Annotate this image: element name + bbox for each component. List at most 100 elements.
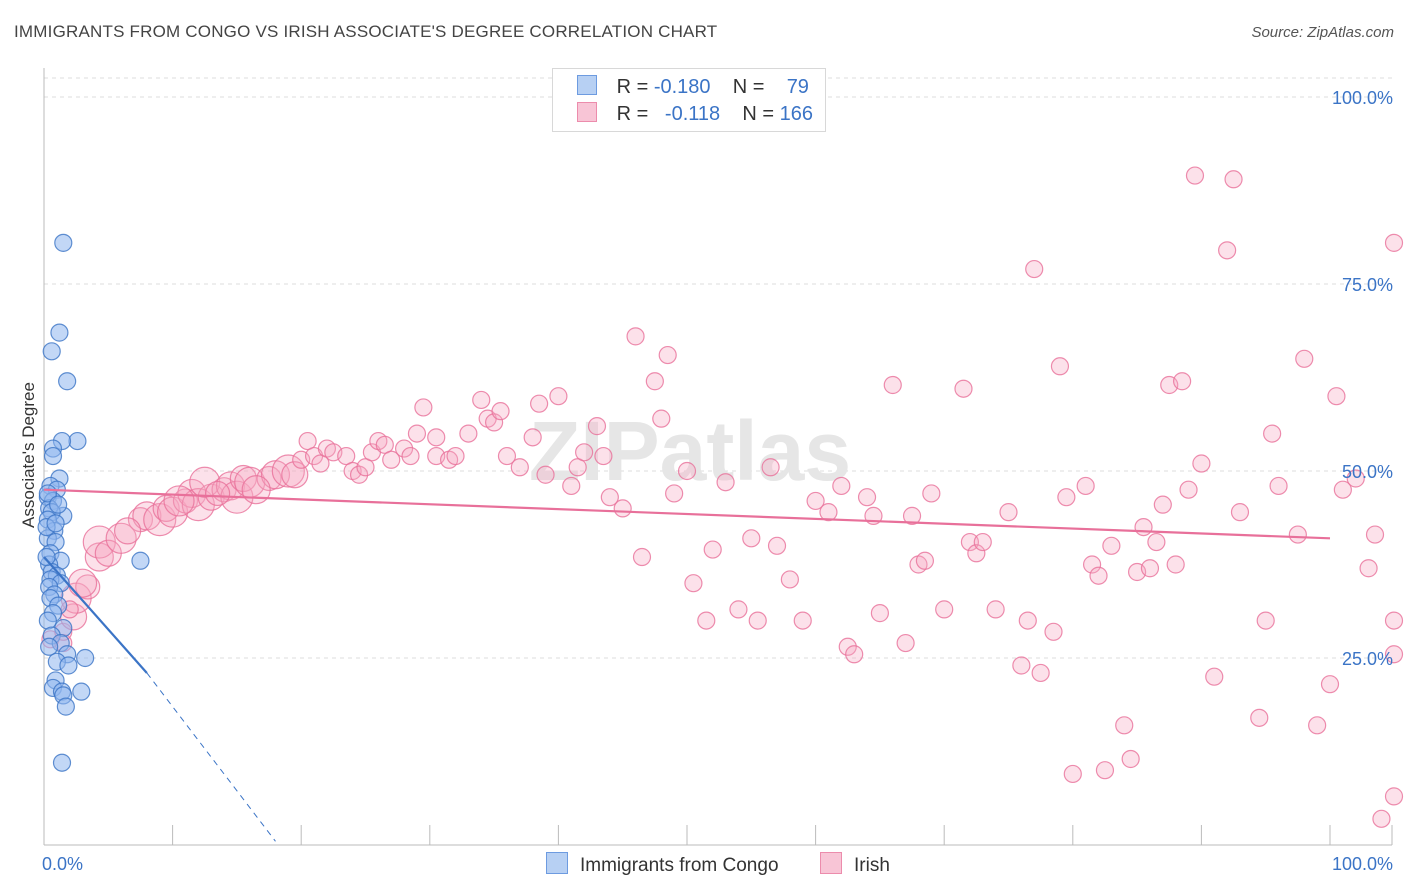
irish-point — [613, 499, 632, 518]
irish-point — [414, 398, 433, 417]
irish-point — [536, 465, 555, 484]
congo-point — [54, 233, 73, 252]
irish-point — [401, 446, 420, 466]
irish-point — [407, 424, 427, 443]
irish-point — [568, 458, 587, 477]
irish-point — [986, 600, 1005, 619]
tick-labels: 25.0% 50.0% 75.0% 100.0% 0.0% 100.0% — [42, 88, 1393, 874]
irish-point — [75, 574, 101, 600]
irish-point — [1102, 536, 1121, 555]
irish-point — [1269, 476, 1288, 496]
irish-point — [1346, 469, 1365, 488]
irish-point — [832, 476, 851, 496]
series-legend: Immigrants from Congo Irish — [0, 852, 1406, 878]
irish-point — [1173, 372, 1192, 391]
irish-point — [256, 465, 282, 492]
irish-point — [1288, 525, 1307, 544]
irish-point — [594, 446, 613, 466]
irish-point — [729, 600, 748, 619]
irish-point — [1295, 349, 1314, 368]
irish-point — [954, 379, 973, 398]
irish-point — [1147, 532, 1166, 552]
irish-point — [1185, 166, 1205, 185]
irish-point — [1134, 517, 1153, 537]
irish-point — [838, 637, 857, 656]
irish-point — [349, 465, 369, 484]
irish-point — [587, 417, 607, 436]
irish-point — [1224, 170, 1243, 189]
irish-point — [1365, 525, 1385, 544]
irish-point — [1018, 611, 1037, 630]
irish-point — [394, 439, 414, 458]
legend-label: Irish — [854, 855, 890, 876]
irish-point — [793, 611, 812, 630]
irish-point — [485, 413, 504, 432]
source-credit: Source: ZipAtlas.com — [1251, 24, 1394, 41]
irish-point — [271, 454, 305, 488]
congo-point — [46, 514, 65, 533]
irish-point — [870, 604, 890, 623]
irish-point — [575, 443, 594, 462]
irish-point — [684, 574, 703, 593]
irish-point — [562, 476, 581, 496]
irish-point — [1050, 357, 1070, 376]
grid-lines — [44, 77, 1392, 659]
irish-point — [716, 473, 735, 492]
irish-point — [1327, 387, 1346, 406]
legend-n-label: N = — [742, 103, 775, 125]
congo-point — [43, 446, 63, 466]
irish-point — [1063, 764, 1082, 784]
y-tick-label: 25.0% — [1342, 649, 1393, 669]
irish-point — [922, 484, 941, 503]
legend-item-irish[interactable]: Irish — [820, 852, 890, 877]
congo-point — [72, 682, 91, 701]
irish-point — [459, 424, 478, 443]
congo-point — [49, 495, 68, 514]
irish-point — [902, 506, 922, 525]
irish-trend-line — [43, 488, 1331, 540]
legend-n-value: 79 — [786, 76, 809, 98]
irish-point — [1031, 663, 1050, 683]
congo-point — [40, 637, 59, 656]
irish-point — [298, 431, 317, 451]
correlation-legend: R = -0.180 N = 79 R = -0.118 N = 166 — [552, 68, 826, 132]
irish-point — [67, 568, 98, 598]
irish-point — [1205, 667, 1224, 686]
legend-r-value: -0.180 — [653, 76, 711, 98]
irish-point — [600, 488, 619, 507]
irish-point — [1089, 566, 1108, 585]
irish-point — [665, 484, 684, 503]
congo-point — [68, 431, 87, 451]
legend-n-label: N = — [732, 76, 765, 98]
irish-point — [530, 394, 549, 413]
x-tick-label: 100.0% — [1332, 854, 1393, 874]
irish-point — [1095, 761, 1115, 780]
irish-point — [806, 491, 825, 511]
irish-point — [1218, 241, 1237, 260]
irish-point — [523, 428, 542, 447]
legend-row-congo: R = -0.180 N = 79 — [577, 75, 809, 99]
irish-point — [1384, 645, 1404, 664]
irish-point — [1121, 749, 1140, 769]
irish-point — [960, 532, 980, 552]
legend-swatch-blue — [577, 75, 597, 95]
irish-point — [84, 542, 114, 572]
legend-swatch-pink — [577, 102, 597, 122]
irish-point — [427, 428, 446, 447]
legend-item-congo[interactable]: Immigrants from Congo — [546, 852, 779, 877]
irish-point — [742, 529, 761, 548]
congo-point — [56, 697, 75, 716]
irish-point — [382, 450, 401, 469]
irish-point — [1025, 259, 1044, 279]
congo-point — [131, 551, 150, 570]
y-tick-label: 100.0% — [1332, 88, 1393, 108]
congo-point — [58, 372, 77, 391]
irish-point — [1263, 424, 1282, 443]
irish-point — [446, 446, 465, 466]
irish-point — [626, 327, 645, 346]
irish-point — [510, 458, 529, 477]
irish-point — [1230, 503, 1250, 522]
chart-title: IMMIGRANTS FROM CONGO VS IRISH ASSOCIATE… — [14, 22, 718, 41]
irish-point — [767, 536, 787, 555]
irish-point — [883, 375, 902, 395]
